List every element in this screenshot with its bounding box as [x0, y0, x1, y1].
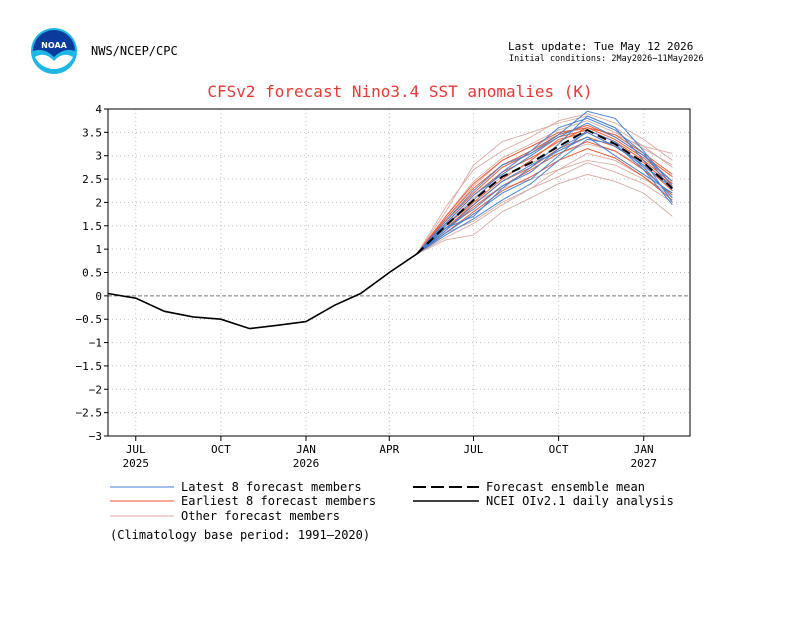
- legend-label: Latest 8 forecast members: [181, 480, 362, 494]
- y-tick-label: 2: [95, 196, 102, 209]
- forecast-member-line: [416, 110, 673, 255]
- y-tick-label: 1.5: [82, 220, 102, 233]
- x-tick-label: APR: [379, 443, 399, 456]
- forecast-member-line: [416, 173, 673, 255]
- y-tick-label: 2.5: [82, 173, 102, 186]
- x-tick-label: JUL: [464, 443, 484, 456]
- y-tick-label: 0.5: [82, 267, 102, 280]
- forecast-member-line: [416, 127, 673, 255]
- forecast-member-line: [416, 138, 673, 255]
- forecast-member-line: [416, 131, 673, 255]
- noaa-logo: NOAA: [31, 28, 77, 74]
- y-tick-label: −1: [89, 337, 102, 350]
- forecast-member-line: [416, 136, 673, 255]
- x-tick-year-label: 2027: [630, 457, 657, 470]
- y-tick-label: 3.5: [82, 126, 102, 139]
- analysis-line: [107, 253, 418, 330]
- x-tick-label: OCT: [211, 443, 231, 456]
- y-tick-label: 1: [95, 243, 102, 256]
- chart-title: CFSv2 forecast Nino3.4 SST anomalies (K): [207, 82, 593, 101]
- x-tick-label: OCT: [549, 443, 569, 456]
- legend-label: Forecast ensemble mean: [486, 480, 645, 494]
- forecast-member-line: [416, 113, 673, 255]
- forecast-member-line: [416, 129, 673, 255]
- legend-label: Other forecast members: [181, 509, 340, 523]
- climatology-note: (Climatology base period: 1991–2020): [110, 528, 371, 542]
- y-tick-label: −2.5: [76, 407, 103, 420]
- legend-label: Earliest 8 forecast members: [181, 494, 376, 508]
- y-tick-label: −1.5: [76, 360, 103, 373]
- forecast-member-line: [416, 122, 673, 255]
- initial-conditions-label: Initial conditions: 2May2026−11May2026: [509, 54, 704, 64]
- y-tick-label: −3: [89, 430, 102, 443]
- logo-text: NOAA: [41, 41, 67, 50]
- x-tick-year-label: 2025: [123, 457, 150, 470]
- y-tick-label: 3: [95, 150, 102, 163]
- legend-label: NCEI OIv2.1 daily analysis: [486, 494, 674, 508]
- ensemble-mean-line: [416, 128, 674, 255]
- y-tick-label: 0: [95, 290, 102, 303]
- forecast-member-line: [416, 152, 673, 255]
- last-update-label: Last update: Tue May 12 2026: [508, 40, 694, 53]
- y-tick-label: 4: [95, 103, 102, 116]
- org-label: NWS/NCEP/CPC: [91, 44, 178, 58]
- x-tick-year-label: 2026: [293, 457, 320, 470]
- x-tick-label: JAN: [296, 443, 316, 456]
- y-tick-label: −2: [89, 383, 102, 396]
- plot-frame: [107, 108, 691, 437]
- x-tick-label: JAN: [634, 443, 654, 456]
- forecast-member-line: [416, 131, 673, 255]
- forecast-member-line: [416, 117, 673, 255]
- y-tick-label: −0.5: [76, 313, 103, 326]
- forecast-member-line: [416, 129, 673, 255]
- x-tick-label: JUL: [126, 443, 146, 456]
